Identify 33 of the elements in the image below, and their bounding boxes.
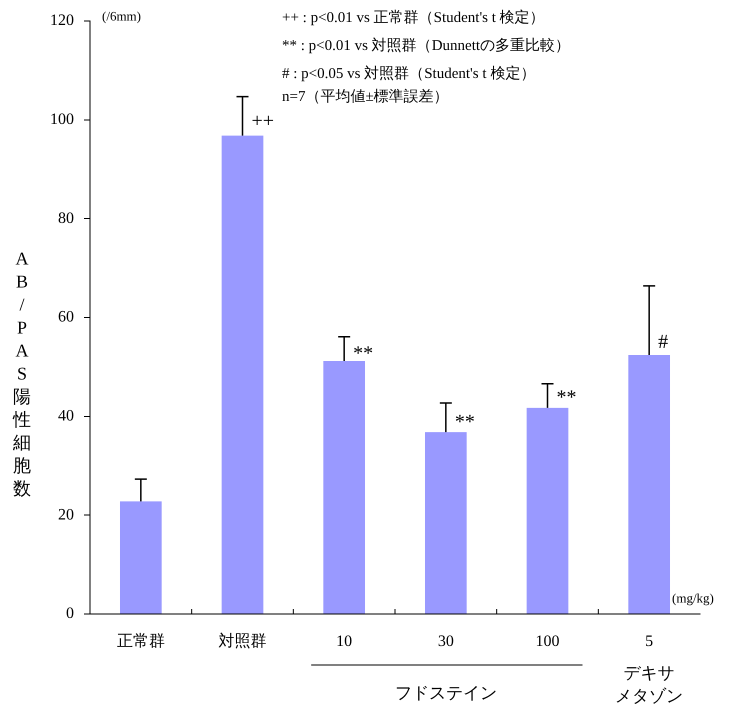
bar — [222, 136, 264, 614]
text: デキサメタゾン — [615, 663, 684, 706]
bar — [120, 501, 162, 614]
bar — [628, 355, 670, 614]
y-tick-label: 20 — [58, 506, 74, 524]
x-tick-label: 30 — [438, 632, 454, 650]
bar — [424, 432, 467, 614]
bar — [323, 360, 366, 614]
y-tick-label: 0 — [66, 605, 74, 622]
annotation: ** — [454, 411, 475, 434]
text: AB/PAS陽性細胞数 — [13, 248, 31, 499]
x-tick-label: 対照群 — [218, 632, 266, 650]
annotation: ** — [353, 342, 374, 364]
y-tick-label: 120 — [50, 12, 74, 30]
y-tick-label: 60 — [58, 308, 74, 326]
annotation: ** — [556, 386, 576, 408]
annotation: ++ : p<0.01 vs 正常群（Student's t 検定） — [282, 8, 545, 26]
annotation: ** : p<0.01 vs 対照群（Dunnettの多重比較） — [282, 36, 570, 54]
annotation: (mg/kg) — [672, 590, 714, 606]
text: フドステイン — [394, 683, 497, 702]
annotation: ++ — [252, 110, 274, 132]
y-tick-label: 100 — [50, 111, 74, 128]
y-tick-label: 40 — [58, 408, 74, 425]
x-tick-label: 5 — [645, 632, 654, 650]
annotation: # : p<0.05 vs 対照群（Student's t 検定） — [282, 64, 536, 82]
annotation: n=7（平均値±標準誤差） — [282, 88, 449, 105]
annotation: (/6mm) — [102, 8, 141, 24]
y-tick-label: 80 — [58, 210, 74, 227]
x-tick-label: 10 — [336, 632, 352, 650]
x-tick-label: 100 — [536, 632, 560, 650]
bar — [526, 408, 568, 614]
x-tick-label: 正常群 — [116, 632, 165, 650]
annotation: # — [658, 330, 668, 353]
